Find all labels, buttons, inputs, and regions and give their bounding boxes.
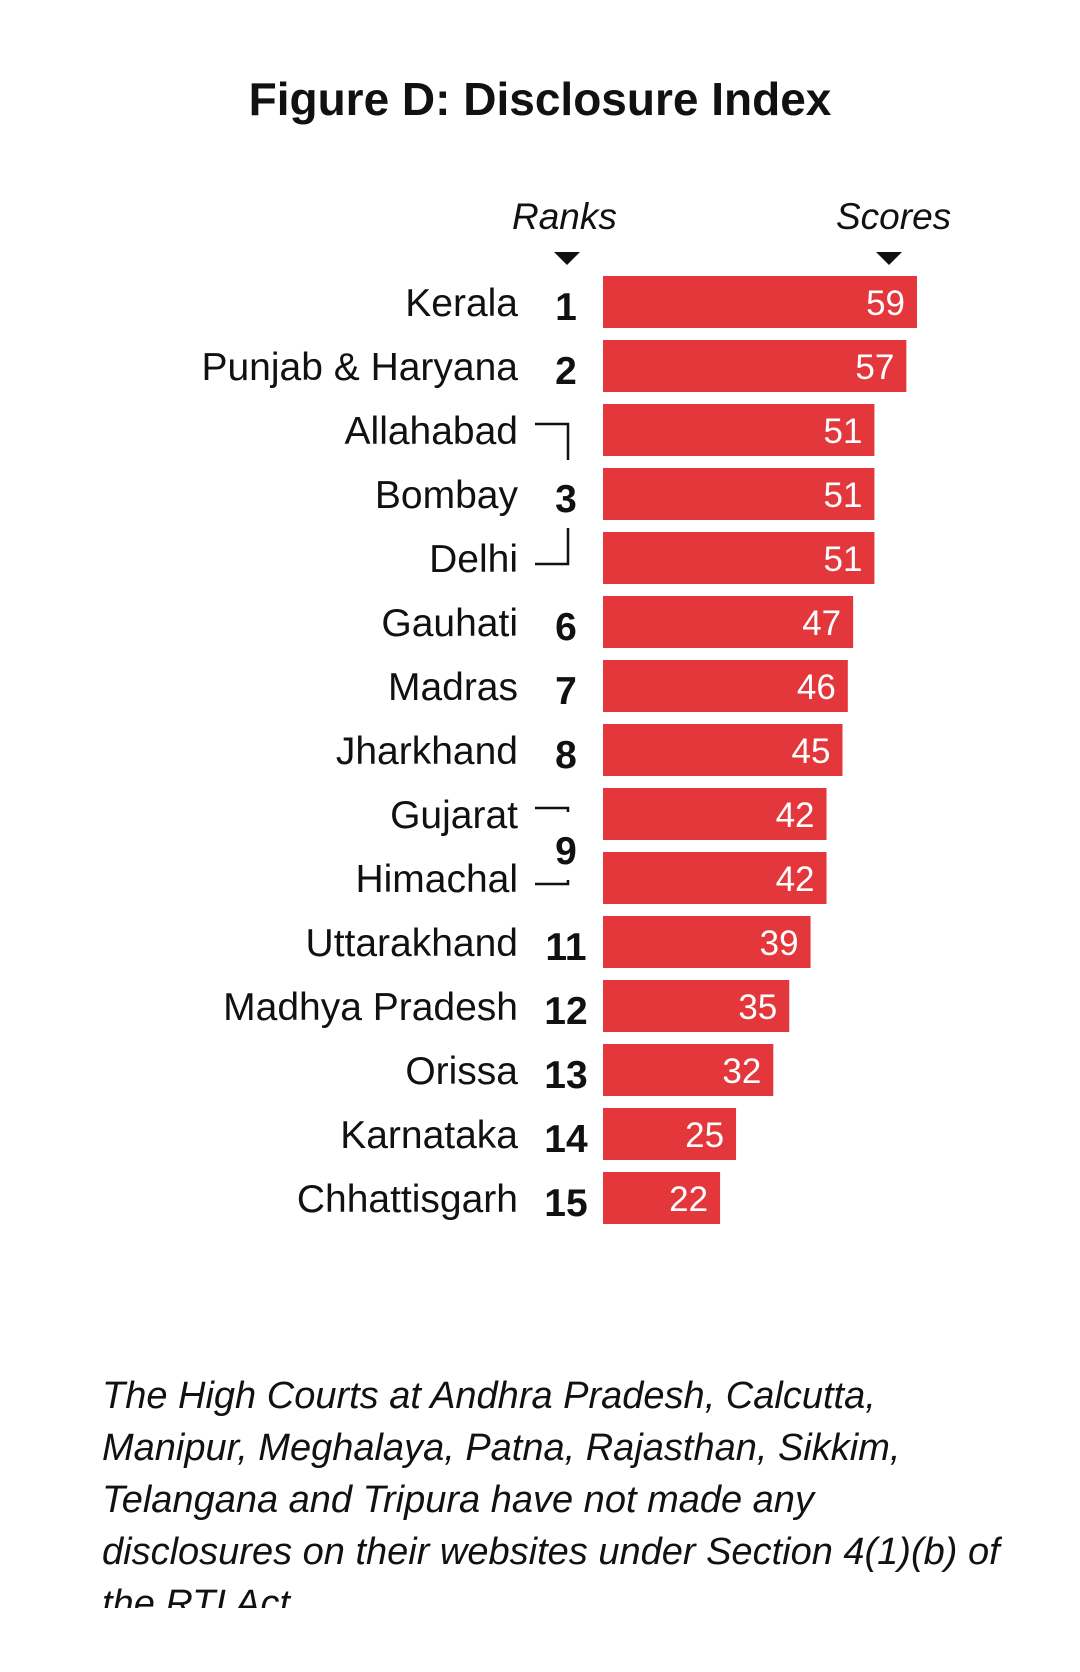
rank-label-1: 1: [555, 286, 577, 329]
court-label-allahabad: Allahabad: [345, 410, 518, 453]
value-label-madhya-pradesh: 35: [738, 988, 777, 1027]
bar-karnataka: [603, 1108, 737, 1160]
value-label-uttarakhand: 39: [760, 924, 799, 963]
rank-label-12: 12: [544, 990, 587, 1033]
disclosure-index-chart: Kerala 59 Punjab & Haryana 57 Allahabad 51 Bom…: [201, 276, 917, 1225]
rank-label-14: 14: [544, 1118, 588, 1161]
court-label-kerala: Kerala: [405, 282, 518, 325]
value-label-allahabad: 51: [823, 412, 862, 451]
bar-gauhati: [603, 596, 854, 648]
rank-label-13: 13: [544, 1054, 587, 1097]
court-label-gauhati: Gauhati: [381, 602, 518, 645]
bar-orissa: [603, 1044, 774, 1096]
value-label-orissa: 32: [722, 1052, 761, 1091]
bar-chhattisgarh: [603, 1172, 721, 1224]
bar-gujarat: [603, 788, 827, 840]
rank-label-11: 11: [545, 926, 586, 969]
bar-himachal: [603, 852, 827, 904]
rank-label-3: 3: [555, 478, 577, 521]
court-label-gujarat: Gujarat: [390, 794, 518, 837]
scores-header: Scores: [836, 196, 952, 237]
bar-uttarakhand: [603, 916, 811, 968]
bar-allahabad: [603, 404, 875, 456]
rank-label-2: 2: [555, 350, 577, 393]
value-label-delhi: 51: [823, 540, 862, 579]
court-label-uttarakhand: Uttarakhand: [306, 922, 518, 965]
rank-label-8: 8: [555, 734, 577, 777]
footnote: The High Courts at Andhra Pradesh, Calcu…: [102, 1375, 1000, 1608]
rank-label-7: 7: [555, 670, 577, 713]
court-label-orissa: Orissa: [405, 1050, 518, 1093]
court-label-delhi: Delhi: [429, 538, 518, 581]
court-label-punjab-haryana: Punjab & Haryana: [201, 346, 518, 389]
rank-bracket-bottom-3: [535, 528, 570, 566]
court-label-karnataka: Karnataka: [340, 1114, 518, 1157]
ranks-header: Ranks: [512, 196, 617, 237]
bar-madhya-pradesh: [603, 980, 790, 1032]
court-label-madras: Madras: [388, 666, 518, 709]
value-label-gujarat: 42: [776, 796, 815, 835]
rank-label-6: 6: [555, 606, 577, 649]
value-label-bombay: 51: [823, 476, 862, 515]
rank-bracket-top-9: [535, 806, 570, 812]
value-label-jharkhand: 45: [792, 732, 831, 771]
bar-jharkhand: [603, 724, 843, 776]
scores-arrow-icon: [876, 252, 902, 265]
value-label-kerala: 59: [866, 284, 905, 323]
court-label-chhattisgarh: Chhattisgarh: [297, 1178, 518, 1221]
bar-delhi: [603, 532, 875, 584]
rank-label-9: 9: [555, 830, 577, 873]
rank-bracket-bottom-9: [535, 880, 570, 886]
value-label-punjab-haryana: 57: [855, 348, 894, 387]
ranks-arrow-icon: [554, 252, 580, 265]
chart-title: Figure D: Disclosure Index: [248, 73, 832, 125]
bar-bombay: [603, 468, 875, 520]
value-label-himachal: 42: [776, 860, 815, 899]
rank-bracket-top-3: [535, 422, 570, 460]
bar-kerala: [603, 276, 917, 328]
bar-madras: [603, 660, 848, 712]
bar-punjab-haryana: [603, 340, 907, 392]
value-label-karnataka: 25: [685, 1116, 724, 1155]
value-label-chhattisgarh: 22: [669, 1180, 708, 1219]
court-label-jharkhand: Jharkhand: [336, 730, 518, 773]
court-label-madhya-pradesh: Madhya Pradesh: [223, 986, 518, 1029]
value-label-gauhati: 47: [802, 604, 841, 643]
value-label-madras: 46: [797, 668, 836, 707]
rank-label-15: 15: [544, 1182, 587, 1225]
court-label-bombay: Bombay: [375, 474, 519, 517]
court-label-himachal: Himachal: [355, 858, 518, 901]
